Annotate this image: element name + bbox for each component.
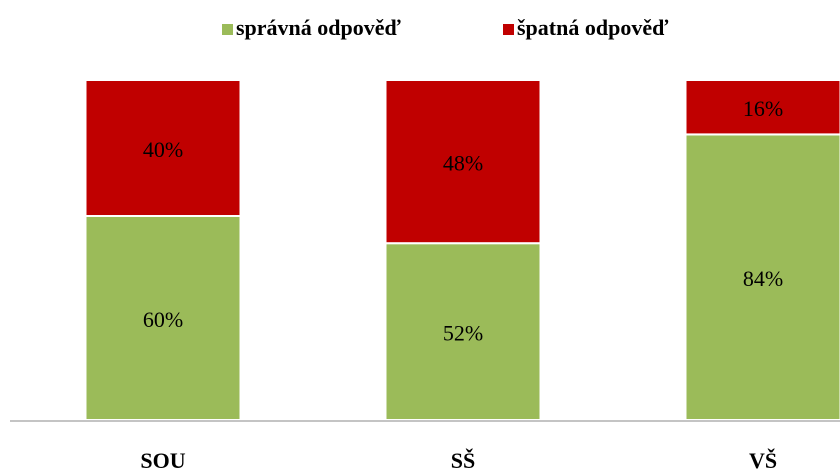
bar-segment [684, 79, 840, 136]
bar-segment [684, 133, 840, 421]
x-tick-label: SOU [140, 448, 185, 473]
x-tick-label: VŠ [749, 448, 777, 473]
data-label: 16% [743, 96, 783, 121]
data-label: 52% [443, 321, 483, 346]
data-label: 48% [443, 151, 483, 176]
bar-segment [84, 215, 242, 421]
legend-swatch [503, 24, 514, 35]
x-tick-label: SŠ [451, 448, 475, 473]
data-label: 84% [743, 266, 783, 291]
legend-label: správná odpověď [236, 15, 402, 40]
legend-label: špatná odpověď [517, 15, 669, 40]
data-label: 60% [143, 307, 183, 332]
legend-swatch [222, 24, 233, 35]
bar-segment [384, 79, 542, 245]
data-label: 40% [143, 137, 183, 162]
bar-segment [84, 79, 242, 217]
